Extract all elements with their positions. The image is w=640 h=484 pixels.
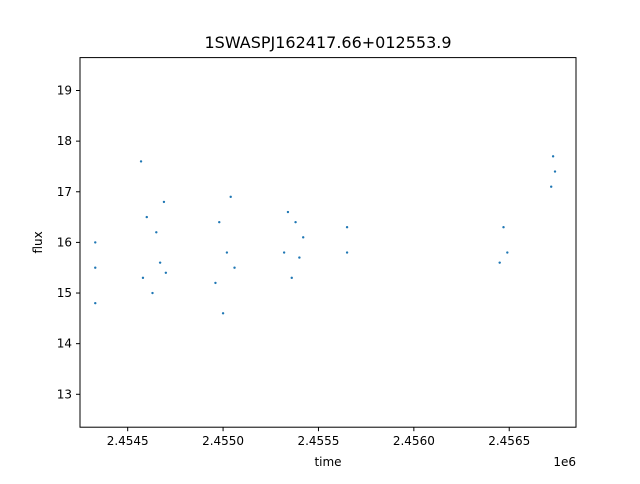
y-axis-label: flux xyxy=(31,231,45,253)
x-tick-label: 2.4565 xyxy=(488,434,530,448)
chart-title: 1SWASPJ162417.66+012553.9 xyxy=(204,33,451,52)
data-point xyxy=(229,195,232,199)
data-point xyxy=(282,251,286,254)
x-tick-label: 2.4555 xyxy=(297,434,339,448)
data-point xyxy=(290,276,293,280)
data-point xyxy=(553,170,557,173)
x-axis-offset-label: 1e6 xyxy=(553,455,576,469)
data-point xyxy=(294,220,297,224)
data-point xyxy=(139,160,143,163)
y-tick-label: 16 xyxy=(57,235,72,249)
data-point xyxy=(498,261,501,264)
x-tick-label: 2.4560 xyxy=(393,434,435,448)
data-point xyxy=(221,312,225,315)
data-point xyxy=(302,236,305,239)
data-point xyxy=(94,241,97,244)
data-point xyxy=(94,301,97,305)
axis-ticks: 2.4545 2.4550 2.4555 2.4560 2.4565 13 14 15 16 17… xyxy=(57,84,531,449)
data-point xyxy=(151,291,154,295)
data-point xyxy=(286,210,290,214)
x-axis-label: time xyxy=(314,455,341,469)
y-tick-label: 13 xyxy=(57,387,72,401)
y-tick-label: 15 xyxy=(57,286,72,300)
data-point xyxy=(550,185,553,188)
data-point xyxy=(145,215,148,219)
data-point xyxy=(155,231,158,234)
data-point xyxy=(218,220,221,224)
data-point xyxy=(225,251,229,254)
data-points xyxy=(94,155,557,315)
plot-frame xyxy=(79,57,577,428)
data-point xyxy=(214,281,217,285)
y-tick-label: 18 xyxy=(57,134,72,148)
data-point xyxy=(506,251,509,254)
x-tick-label: 2.4550 xyxy=(202,434,244,448)
data-point xyxy=(164,271,168,274)
data-point xyxy=(94,266,97,269)
data-point xyxy=(345,251,349,254)
data-point xyxy=(502,226,505,229)
y-tick-label: 17 xyxy=(57,185,72,199)
data-point xyxy=(233,266,236,269)
data-point xyxy=(551,155,555,158)
data-point xyxy=(345,226,349,229)
data-point xyxy=(162,200,166,204)
x-tick-label: 2.4545 xyxy=(107,434,149,448)
data-point xyxy=(298,256,301,259)
data-point xyxy=(141,276,145,280)
y-tick-label: 14 xyxy=(57,337,72,351)
y-tick-label: 19 xyxy=(57,84,72,98)
data-point xyxy=(158,261,162,264)
